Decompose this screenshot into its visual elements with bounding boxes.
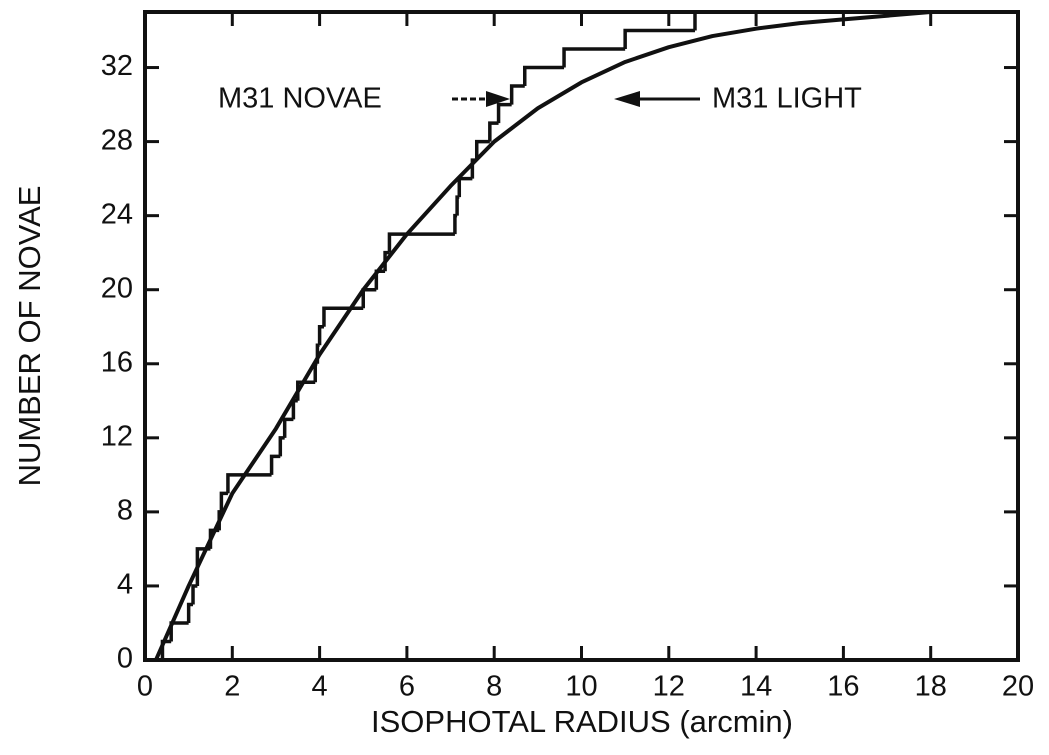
y-tick-label: 0 xyxy=(117,643,133,675)
y-axis-label: NUMBER OF NOVAE xyxy=(12,186,47,487)
x-tick-label: 0 xyxy=(137,671,153,703)
arrows xyxy=(452,91,700,107)
step xyxy=(191,584,198,605)
step xyxy=(623,28,695,50)
x-tick-label: 8 xyxy=(486,671,502,703)
step xyxy=(509,84,525,105)
step xyxy=(169,621,189,642)
step xyxy=(455,195,460,216)
curve xyxy=(154,10,931,661)
y-tick-label: 4 xyxy=(117,569,133,601)
step xyxy=(488,121,499,142)
annotation: M31 NOVAE xyxy=(218,83,382,115)
y-tick-label: 16 xyxy=(101,346,133,378)
step xyxy=(317,324,324,346)
x-tick-label: 10 xyxy=(565,671,597,703)
step xyxy=(291,399,298,420)
step xyxy=(387,232,455,253)
step xyxy=(269,454,281,475)
x-tick-label: 4 xyxy=(312,671,328,703)
step xyxy=(453,213,458,235)
x-tick-label: 18 xyxy=(915,671,947,703)
step xyxy=(282,417,294,438)
plot-frame xyxy=(143,10,1020,662)
x-tick-label: 12 xyxy=(653,671,685,703)
step xyxy=(313,362,318,383)
x-tick-label: 20 xyxy=(1002,671,1034,703)
x-tick-label: 2 xyxy=(224,671,240,703)
x-tick-label: 16 xyxy=(827,671,859,703)
annotation: M31 LIGHT xyxy=(712,83,862,115)
step xyxy=(278,436,285,457)
y-tick-label: 32 xyxy=(101,50,133,82)
step xyxy=(219,491,228,512)
step xyxy=(474,139,490,161)
x-tick-label: 14 xyxy=(740,671,772,703)
x-tick-label: 6 xyxy=(399,671,415,703)
y-tick-label: 8 xyxy=(117,495,133,527)
step xyxy=(496,102,512,124)
y-tick-label: 28 xyxy=(101,124,133,156)
step xyxy=(186,602,194,623)
y-tick-label: 20 xyxy=(101,272,133,304)
step xyxy=(226,473,272,494)
y-tick-label: 24 xyxy=(101,198,133,230)
step xyxy=(361,287,377,309)
x-axis-label: ISOPHOTAL RADIUS (arcmin) xyxy=(371,704,793,739)
step xyxy=(523,65,565,87)
y-tick-label: 12 xyxy=(101,420,133,452)
step xyxy=(562,47,626,68)
step xyxy=(457,176,473,198)
